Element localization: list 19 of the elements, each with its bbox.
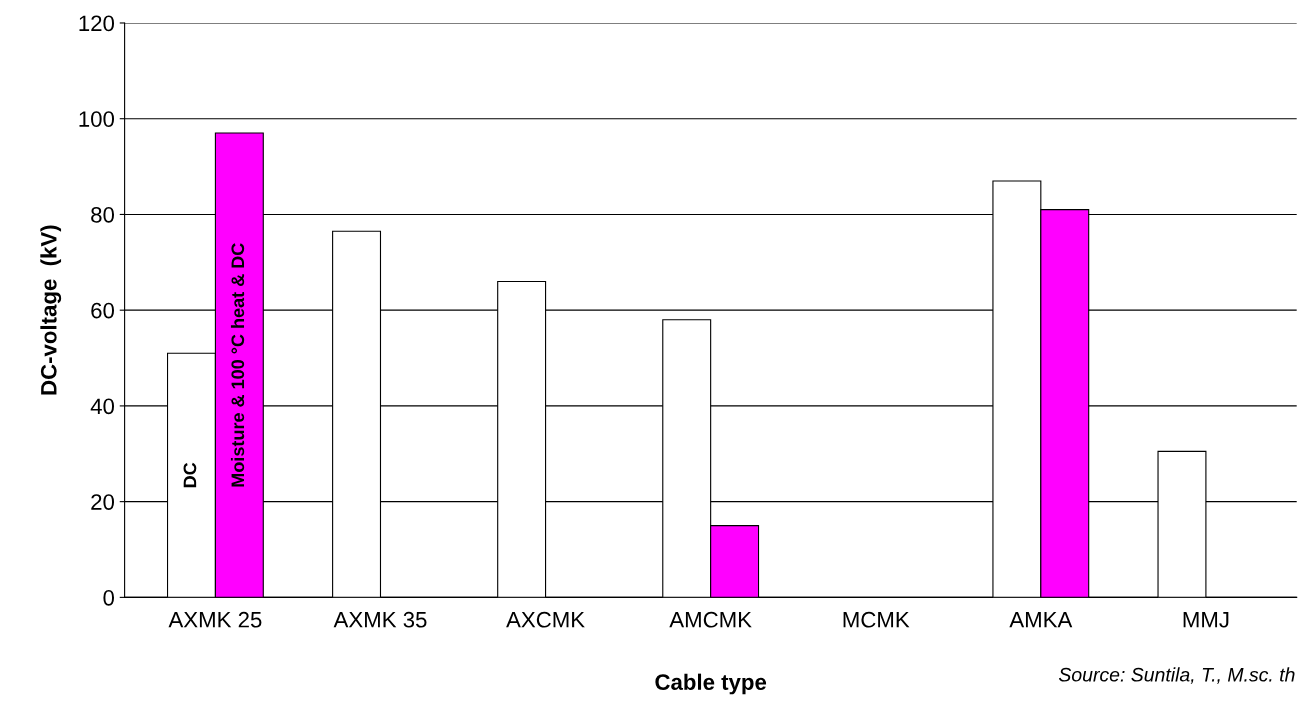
y-axis-title: DC-voltage (kV): [40, 225, 62, 395]
source-note: Source: Suntila, T., M.sc. th: [1058, 667, 1295, 684]
x-tick-label: AMCMK: [669, 611, 752, 628]
x-tick-label: AMKA: [1009, 612, 1073, 628]
x-tick-label: MMJ: [1183, 612, 1229, 628]
x-tick-label: AXMK 25: [168, 611, 262, 628]
x-tick-label: AXMK 35: [333, 611, 427, 628]
series-label: Moisture & 100 °C heat & DC: [230, 243, 245, 487]
x-tick-label: MCMK: [843, 611, 910, 628]
y-tick-label: 120: [79, 15, 115, 32]
series-label: DC: [183, 462, 197, 488]
y-tick-label: 100: [79, 111, 115, 127]
y-tick-label: 40: [90, 398, 115, 415]
y-tick-label: 20: [91, 494, 115, 510]
y-tick-label: 80: [91, 206, 115, 223]
x-tick-label: AXCMK: [506, 611, 585, 628]
x-axis-title: Cable type: [655, 673, 767, 695]
y-tick-label: 0: [103, 589, 115, 606]
y-tick-label: 60: [91, 302, 115, 319]
